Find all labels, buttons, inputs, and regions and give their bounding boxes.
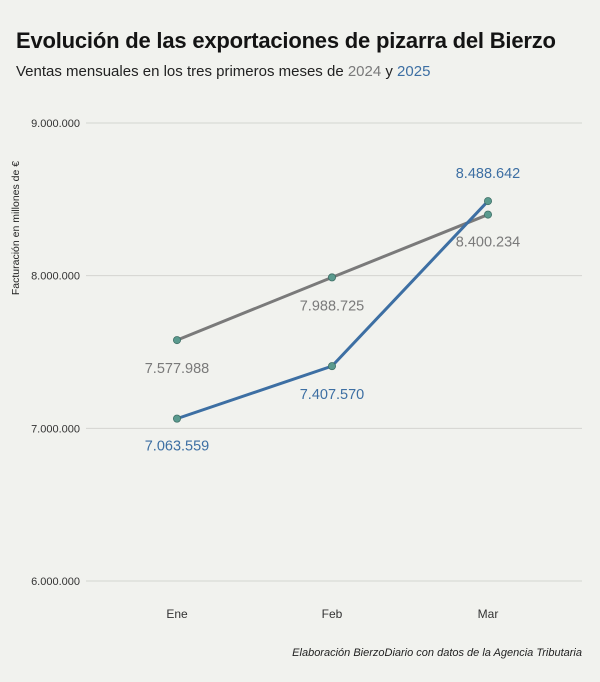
data-point-2025 bbox=[172, 414, 181, 423]
data-label-2024: 7.577.988 bbox=[145, 361, 210, 377]
chart-subtitle: Ventas mensuales en los tres primeros me… bbox=[16, 63, 430, 80]
y-tick-label: 8.000.000 bbox=[31, 271, 80, 283]
y-tick-label: 7.000.000 bbox=[31, 423, 80, 435]
data-point-2025 bbox=[327, 362, 336, 371]
data-label-2025: 8.488.642 bbox=[456, 166, 521, 182]
data-point-2024 bbox=[172, 336, 181, 345]
y-tick-label: 9.000.000 bbox=[31, 118, 80, 130]
x-tick-label: Mar bbox=[478, 607, 499, 621]
data-point-2024 bbox=[327, 273, 336, 282]
data-label-2025: 7.063.559 bbox=[145, 439, 210, 455]
subtitle-joiner: y bbox=[381, 63, 398, 80]
data-point-2025 bbox=[483, 197, 492, 206]
source-note: Elaboración BierzoDiario con datos de la… bbox=[292, 647, 582, 659]
data-label-2024: 7.988.725 bbox=[300, 298, 365, 314]
data-label-2024: 8.400.234 bbox=[456, 235, 521, 251]
chart-title: Evolución de las exportaciones de pizarr… bbox=[16, 28, 556, 53]
x-tick-label: Ene bbox=[166, 607, 188, 621]
subtitle-year-2025: 2025 bbox=[397, 63, 431, 80]
y-tick-label: 6.000.000 bbox=[31, 576, 80, 588]
subtitle-text: Ventas mensuales en los tres primeros me… bbox=[16, 63, 348, 80]
x-tick-label: Feb bbox=[322, 607, 343, 621]
data-point-2024 bbox=[483, 210, 492, 219]
data-label-2025: 7.407.570 bbox=[300, 387, 365, 403]
subtitle-year-2024: 2024 bbox=[347, 63, 382, 80]
